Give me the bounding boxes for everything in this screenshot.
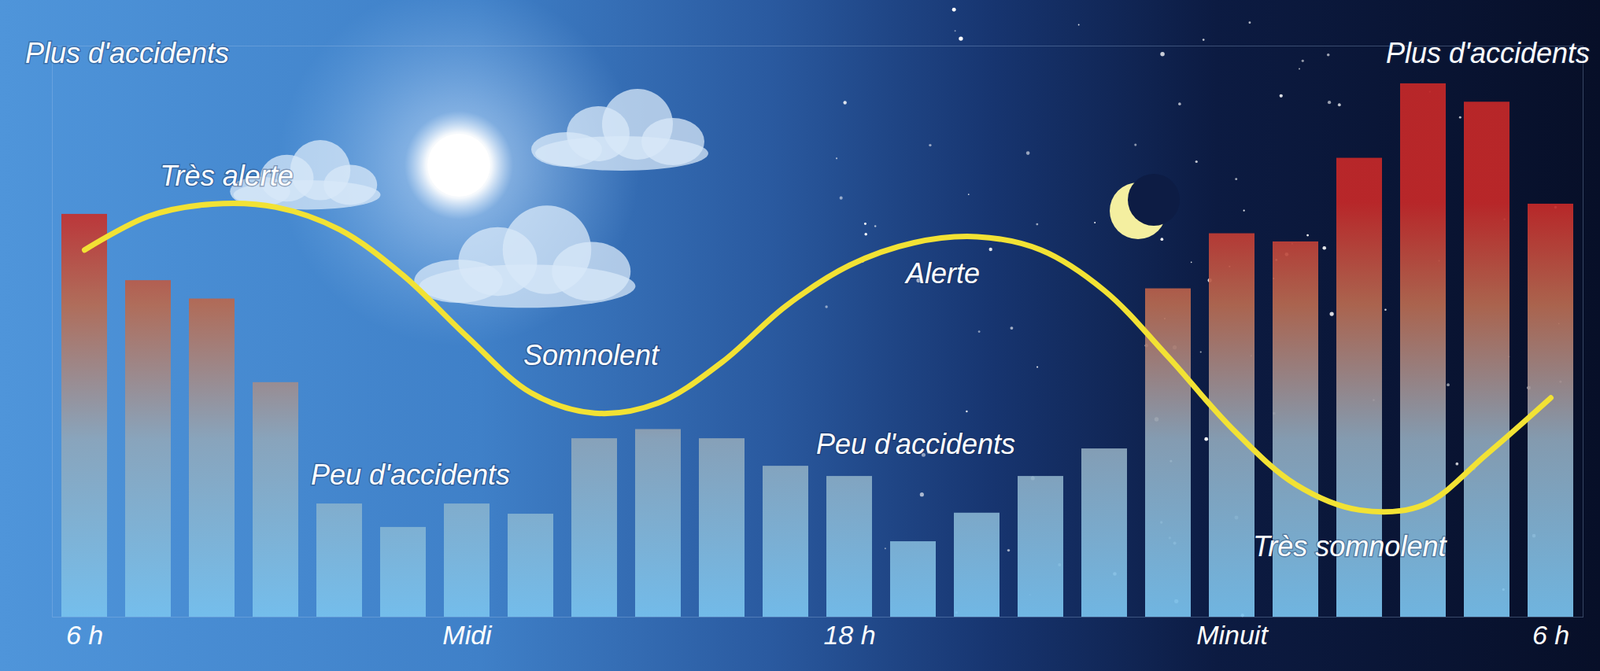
svg-text:18 h: 18 h xyxy=(823,620,876,651)
svg-text:Peu d'accidents: Peu d'accidents xyxy=(310,458,510,492)
svg-text:Midi: Midi xyxy=(442,620,493,651)
svg-text:Peu d'accidents: Peu d'accidents xyxy=(816,428,1016,461)
svg-text:Alerte: Alerte xyxy=(904,257,980,290)
svg-text:6 h: 6 h xyxy=(66,620,104,651)
svg-text:Très alerte: Très alerte xyxy=(159,159,293,193)
svg-text:6 h: 6 h xyxy=(1532,620,1570,651)
svg-text:Somnolent: Somnolent xyxy=(523,339,661,372)
svg-text:Très somnolent: Très somnolent xyxy=(1252,530,1448,563)
svg-text:Plus d'accidents: Plus d'accidents xyxy=(1385,36,1590,70)
svg-text:Minuit: Minuit xyxy=(1196,620,1269,651)
svg-text:Plus d'accidents: Plus d'accidents xyxy=(25,36,230,70)
